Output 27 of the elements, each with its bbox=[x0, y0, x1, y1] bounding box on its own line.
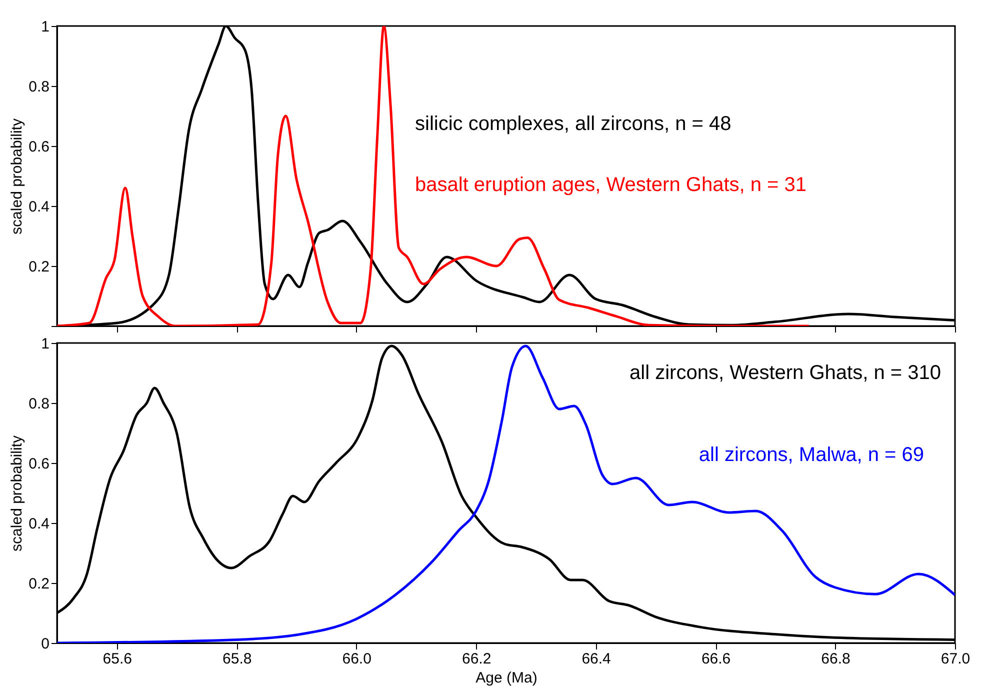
x-tick-label: 65.8 bbox=[222, 650, 252, 668]
text: all zircons, Western Ghats, n = 310 bbox=[630, 362, 941, 384]
text: silicic complexes, all zircons, n = 48 bbox=[415, 113, 732, 135]
y-tick-label: 1 bbox=[41, 336, 50, 352]
x-tick-label: 65.6 bbox=[102, 650, 132, 668]
y-tick-label: 1 bbox=[41, 18, 50, 36]
y-tick-label: 0.6 bbox=[28, 138, 50, 156]
y-tick-label: 0.2 bbox=[28, 258, 50, 276]
y-tick-label: 0.4 bbox=[28, 198, 50, 216]
x-tick-label: 66.0 bbox=[342, 650, 372, 668]
series-label: basalt eruption ages, Western Ghats, n = 31 bbox=[415, 174, 807, 196]
y-tick-label: 0 bbox=[41, 636, 50, 652]
line-series bbox=[57, 26, 810, 326]
y-tick-label: 0.8 bbox=[28, 78, 50, 96]
y-tick-label: 0.8 bbox=[28, 396, 50, 412]
y-tick-label: 0.4 bbox=[28, 516, 50, 532]
x-tick-label: 66.4 bbox=[582, 650, 611, 668]
x-axis-title: Age (Ma) bbox=[476, 670, 538, 686]
x-tick-label: 66.2 bbox=[462, 650, 492, 668]
x-tick-label: 67.0 bbox=[940, 650, 970, 668]
x-tick-label: 66.6 bbox=[701, 650, 731, 668]
y-tick-label: 0.2 bbox=[28, 576, 50, 592]
y-axis-title: scaled probability bbox=[8, 118, 26, 234]
y-tick-label: 0.6 bbox=[28, 456, 50, 472]
y-axis-title: scaled probability bbox=[8, 435, 26, 552]
series-label: all zircons, Malwa, n = 69 bbox=[698, 444, 924, 466]
x-tick-label: 66.8 bbox=[821, 650, 850, 668]
